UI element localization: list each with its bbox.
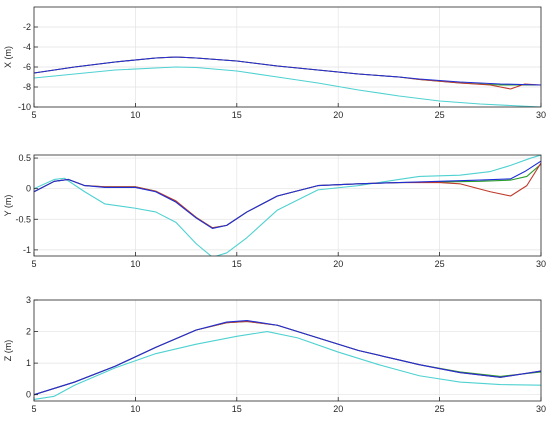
x-tick-label: 10	[130, 110, 140, 120]
subplot-1: 5 10 15 20 25 30 -10 -8 -6 -4 -2 X (m)	[3, 6, 546, 120]
x-tick-label: 15	[232, 404, 242, 414]
series-group	[34, 56, 541, 107]
y-axis-label: X (m)	[3, 46, 13, 68]
y-axis-label: Z (m)	[3, 340, 13, 362]
series-line	[34, 66, 541, 107]
series-line	[34, 331, 541, 400]
series-group	[34, 319, 541, 400]
x-tick-label: 5	[31, 259, 36, 269]
series-line	[34, 155, 541, 256]
plot-area	[34, 7, 541, 107]
plot-area	[34, 300, 541, 401]
x-tick-label: 5	[31, 110, 36, 120]
axes-box	[33, 6, 542, 108]
y-tick-label: 2	[26, 327, 31, 337]
axes-box	[33, 154, 542, 257]
x-tick-label: 20	[333, 259, 343, 269]
x-tick-label: 15	[232, 259, 242, 269]
x-tick-label: 15	[232, 110, 242, 120]
y-tick-label: -1	[23, 245, 31, 255]
x-tick-label: 30	[536, 259, 546, 269]
y-tick-label: 3	[26, 295, 31, 305]
x-tick-label: 25	[435, 259, 445, 269]
y-tick-label: 0	[26, 390, 31, 400]
x-tick-label: 30	[536, 110, 546, 120]
series-line	[34, 160, 541, 229]
x-tick-label: 10	[130, 404, 140, 414]
axes-box	[33, 299, 542, 402]
y-tick-label: -0.5	[15, 214, 31, 224]
y-tick-label: -2	[23, 22, 31, 32]
x-tick-label: 20	[333, 404, 343, 414]
y-tick-label: -6	[23, 62, 31, 72]
x-tick-label: 25	[435, 404, 445, 414]
y-tick-label: 1	[26, 358, 31, 368]
subplot-3: 5 10 15 20 25 30 0 1 2 3 Z (m)	[3, 295, 546, 414]
y-tick-label: 0	[26, 184, 31, 194]
series-line	[34, 56, 541, 86]
x-tick-label: 25	[435, 110, 445, 120]
y-tick-label: -8	[23, 82, 31, 92]
y-tick-label: 0.5	[18, 153, 31, 163]
series-group	[34, 155, 541, 256]
y-tick-label: -10	[18, 102, 31, 112]
x-tick-label: 20	[333, 110, 343, 120]
series-line	[34, 319, 541, 396]
y-tick-label: -4	[23, 42, 31, 52]
x-tick-label: 10	[130, 259, 140, 269]
subplot-2: 5 10 15 20 25 30 -1 -0.5 0 0.5 Y (m)	[3, 153, 546, 269]
y-axis-label: Y (m)	[3, 195, 13, 217]
x-tick-label: 30	[536, 404, 546, 414]
x-tick-label: 5	[31, 404, 36, 414]
